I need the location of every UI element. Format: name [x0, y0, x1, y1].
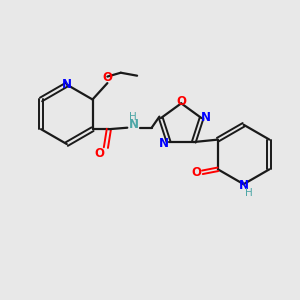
- Text: N: N: [238, 179, 249, 192]
- Text: O: O: [176, 95, 186, 108]
- Text: H: H: [129, 112, 136, 122]
- Text: H: H: [245, 188, 253, 197]
- Text: O: O: [191, 166, 201, 179]
- Text: N: N: [62, 78, 72, 91]
- Text: O: O: [102, 71, 112, 84]
- Text: N: N: [201, 111, 211, 124]
- Text: N: N: [159, 137, 169, 150]
- Text: O: O: [94, 147, 104, 160]
- Text: N: N: [129, 118, 139, 130]
